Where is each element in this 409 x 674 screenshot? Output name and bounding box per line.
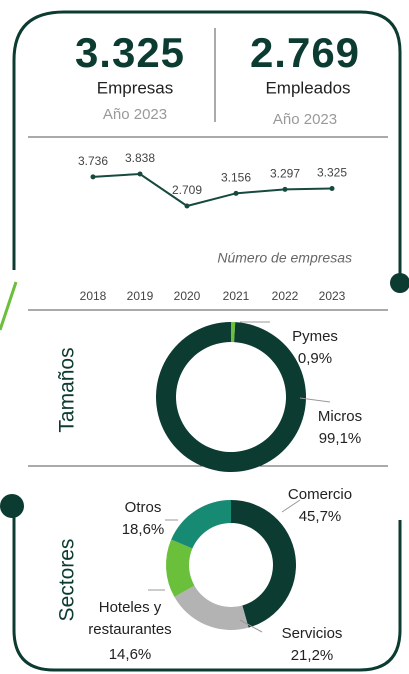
- point: [90, 174, 96, 180]
- kpi-note: Año 2023: [103, 106, 167, 123]
- frame-bottom: [12, 506, 402, 672]
- value-label: 21,2%: [291, 647, 334, 664]
- category-label: Micros: [318, 408, 362, 425]
- chart-title: Tamaños: [56, 347, 79, 432]
- frame-dot: [0, 494, 24, 518]
- donut-slice: [171, 500, 231, 549]
- point: [282, 186, 288, 192]
- kpi-label: Empresas: [97, 78, 174, 97]
- x-tick-label: 2018: [80, 289, 107, 303]
- x-tick-label: 2020: [174, 289, 201, 303]
- value-label: 18,6%: [122, 521, 165, 538]
- leader-line: [281, 499, 301, 513]
- accent-line: [0, 281, 18, 331]
- donut-slice: [231, 500, 297, 628]
- donut-slice: [156, 322, 307, 472]
- point: [233, 190, 239, 196]
- x-tick-label: 2021: [223, 289, 250, 303]
- value-label: 3.736: [78, 154, 108, 168]
- leader-line: [239, 619, 263, 633]
- donut-slice: [231, 322, 236, 343]
- x-tick-label: 2019: [127, 289, 154, 303]
- category-label: Servicios: [282, 625, 343, 642]
- x-tick-label: 2023: [319, 289, 346, 303]
- value-label: 2.709: [172, 183, 202, 197]
- value-label: 3.156: [221, 171, 251, 185]
- donut-slice: [165, 539, 195, 597]
- category-label: Pymes: [292, 328, 338, 345]
- line: [92, 172, 333, 208]
- value-label: 3.297: [270, 167, 300, 181]
- kpi-value: 3.325: [75, 29, 185, 76]
- value-label: 99,1%: [319, 430, 362, 447]
- chart-title: Sectores: [56, 539, 79, 622]
- label-box: Hoteles y restaurantes: [88, 599, 172, 638]
- value-label: 45,7%: [299, 508, 342, 525]
- category-label: Hoteles y restaurantes: [88, 599, 172, 638]
- value-label: 0,9%: [298, 350, 332, 367]
- category-label: Otros: [125, 499, 162, 516]
- value-label: 3.325: [317, 166, 347, 180]
- leader-line: [299, 397, 331, 403]
- frame-dot: [390, 273, 409, 293]
- caption: Número de empresas: [217, 250, 352, 266]
- donut-slice: [174, 585, 249, 630]
- point: [184, 203, 190, 209]
- kpi-note: Año 2023: [273, 111, 337, 128]
- category-label: Comercio: [288, 486, 352, 503]
- value-label: 14,6%: [109, 646, 152, 663]
- kpi-value: 2.769: [250, 29, 360, 76]
- value-label: 3.838: [125, 151, 155, 165]
- frame-top: [12, 10, 402, 283]
- point: [329, 186, 335, 192]
- point: [137, 171, 143, 177]
- x-tick-label: 2022: [272, 289, 299, 303]
- kpi-label: Empleados: [265, 78, 350, 97]
